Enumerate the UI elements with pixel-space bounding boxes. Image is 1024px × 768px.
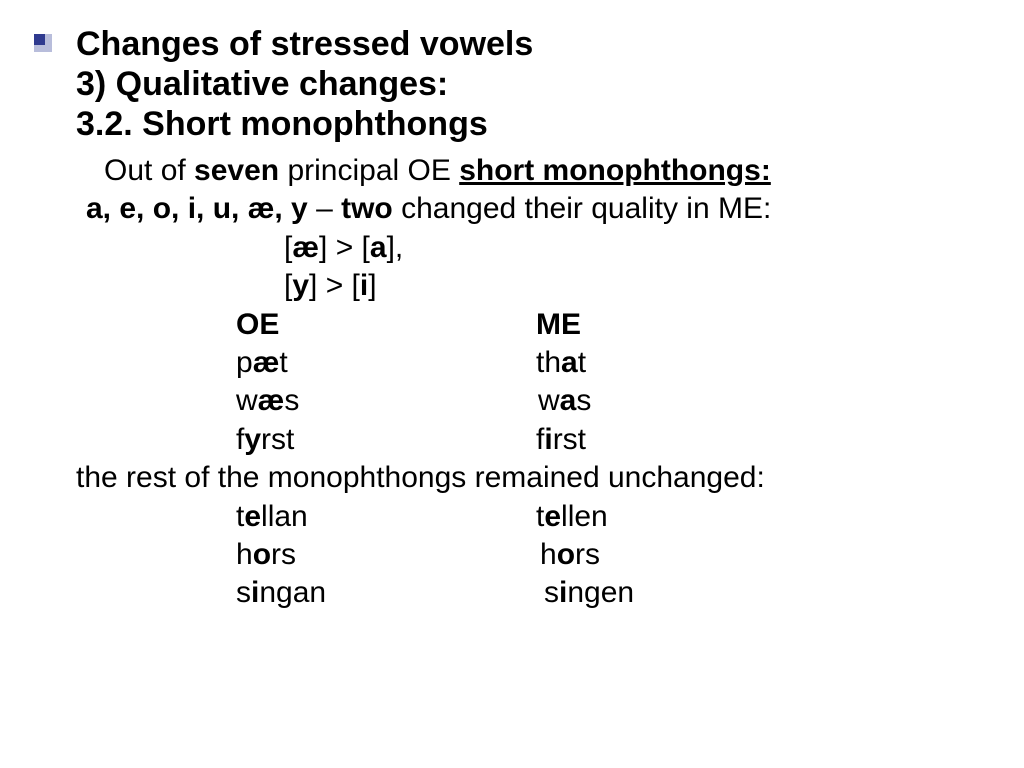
cell-me: singen xyxy=(544,576,634,609)
title-line-2: 3) Qualitative changes: xyxy=(76,64,533,104)
cell-oe: hors xyxy=(236,536,540,574)
oe-post: ngan xyxy=(259,576,326,609)
bracket-mid: ] > [ xyxy=(309,269,360,302)
unchanged-label: the rest of the monophthongs remained un… xyxy=(76,459,976,497)
intro-line-1: Out of seven principal OE short monophth… xyxy=(76,152,976,190)
me-bold: o xyxy=(557,538,575,571)
change-from: y xyxy=(292,269,309,302)
header-oe: OE xyxy=(236,306,536,344)
cell-oe: singan xyxy=(236,574,544,612)
oe-pre: w xyxy=(236,384,258,417)
text-seven: seven xyxy=(194,154,279,187)
me-post: llen xyxy=(561,500,608,533)
cell-oe: pæt xyxy=(236,344,536,382)
cell-oe: fyrst xyxy=(236,421,536,459)
cell-me: was xyxy=(538,384,591,417)
oe-post: llan xyxy=(261,500,308,533)
bracket-mid: ] > [ xyxy=(319,231,370,264)
change-line-1: [æ] > [a], xyxy=(76,229,976,267)
bracket-close: ] xyxy=(368,269,376,302)
comparison-table: OEME pætthat wæswas fyrstfirst xyxy=(76,306,976,460)
me-bold: i xyxy=(544,423,552,456)
me-pre: s xyxy=(544,576,559,609)
bullet-decor xyxy=(34,34,52,52)
me-post: rst xyxy=(553,423,586,456)
me-bold: a xyxy=(560,384,577,417)
comparison-table-unchanged: tellantellen horshors singansingen xyxy=(76,498,976,613)
change-from: æ xyxy=(292,231,319,264)
cell-me: that xyxy=(536,346,586,379)
slide-title: Changes of stressed vowels 3) Qualitativ… xyxy=(76,24,533,144)
me-post: ngen xyxy=(567,576,634,609)
oe-pre: h xyxy=(236,538,253,571)
oe-bold: æ xyxy=(253,346,280,379)
text-outof: Out of xyxy=(104,154,194,187)
table-row: horshors xyxy=(236,536,976,574)
title-line-1: Changes of stressed vowels xyxy=(76,24,533,64)
change-to: i xyxy=(360,269,368,302)
table-row: pætthat xyxy=(236,344,976,382)
oe-bold: æ xyxy=(258,384,285,417)
table-header-row: OEME xyxy=(236,306,976,344)
text-changed-tail: changed their quality in ME: xyxy=(393,192,772,225)
header-me: ME xyxy=(536,308,581,341)
me-pre: h xyxy=(540,538,557,571)
text-two: two xyxy=(341,192,393,225)
text-vowels-list: a, e, o, i, u, æ, y xyxy=(86,192,308,225)
table-row: fyrstfirst xyxy=(236,421,976,459)
table-row: tellantellen xyxy=(236,498,976,536)
me-post: t xyxy=(578,346,586,379)
me-pre: w xyxy=(538,384,560,417)
title-line-3: 3.2. Short monophthongs xyxy=(76,104,533,144)
oe-pre: p xyxy=(236,346,253,379)
cell-oe: wæs xyxy=(236,382,538,420)
oe-bold: e xyxy=(244,500,261,533)
change-to: a xyxy=(370,231,387,264)
oe-post: rs xyxy=(271,538,296,571)
text-principal: principal OE xyxy=(279,154,459,187)
intro-line-2: a, e, o, i, u, æ, y – two changed their … xyxy=(76,190,976,228)
table-row: wæswas xyxy=(236,382,976,420)
oe-post: t xyxy=(279,346,287,379)
text-dash: – xyxy=(308,192,341,225)
bracket-close: ], xyxy=(387,231,404,264)
me-bold: a xyxy=(561,346,578,379)
oe-bold: y xyxy=(244,423,261,456)
bullet-inner-square xyxy=(34,34,45,45)
me-post: s xyxy=(576,384,591,417)
change-line-2: [y] > [i] xyxy=(76,267,976,305)
me-post: rs xyxy=(575,538,600,571)
slide: Changes of stressed vowels 3) Qualitativ… xyxy=(0,0,1024,768)
me-pre: th xyxy=(536,346,561,379)
me-bold: e xyxy=(544,500,561,533)
cell-me: first xyxy=(536,423,586,456)
oe-pre: s xyxy=(236,576,251,609)
oe-post: rst xyxy=(261,423,294,456)
table-row: singansingen xyxy=(236,574,976,612)
oe-post: s xyxy=(284,384,299,417)
slide-body: Out of seven principal OE short monophth… xyxy=(76,152,976,613)
cell-me: tellen xyxy=(536,500,608,533)
text-short-mono: short monophthongs: xyxy=(459,154,771,187)
cell-me: hors xyxy=(540,538,600,571)
cell-oe: tellan xyxy=(236,498,536,536)
oe-bold: o xyxy=(253,538,271,571)
